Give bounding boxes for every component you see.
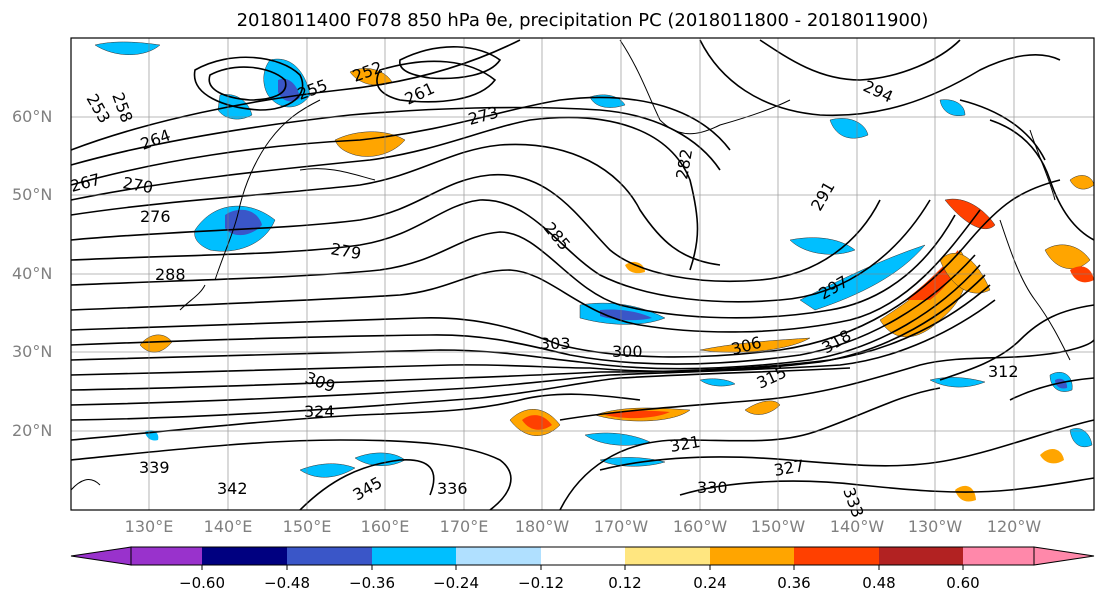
colorbar-tick-label: −0.60 [179,574,225,592]
colorbar-swatch [131,547,202,565]
colorbar-swatch [963,547,1034,565]
lon-label: 140°E [203,517,253,536]
lat-label: 20°N [12,421,53,440]
lon-label: 180°W [514,517,570,536]
map-title: 2018011400 F078 850 hPa θe, precipitatio… [236,10,929,31]
lat-label: 40°N [12,264,53,283]
colorbar [70,546,1095,570]
colorbar-extend-low [70,546,132,566]
contour-label: 339 [139,458,170,477]
colorbar-tick-label: 0.24 [693,574,727,592]
lon-label: 160°W [672,517,728,536]
plot-border [70,37,1095,511]
colorbar-swatch [541,547,625,565]
lon-label: 150°E [282,517,332,536]
colorbar-swatch [710,547,794,565]
coastlines [70,39,1071,491]
precip-negative-fill [94,41,1093,478]
colorbar-extend-high [1033,546,1095,566]
colorbar-swatch [287,547,372,565]
colorbar-swatch [456,547,541,565]
lon-label: 170°E [439,517,489,536]
lon-label: 120°W [986,517,1042,536]
lat-label: 30°N [12,342,53,361]
contour-label: 342 [217,479,248,498]
lon-label: 150°W [750,517,806,536]
colorbar-tick-label: 0.36 [777,574,811,592]
graticule [71,38,1094,510]
theta-e-contours [70,39,1095,511]
contour-label: 288 [155,265,186,284]
colorbar-tick-label: −0.48 [264,574,310,592]
contour-label: 276 [140,207,171,226]
lon-label: 170°W [593,517,649,536]
colorbar-tick-label: 0.12 [608,574,642,592]
colorbar-swatch [625,547,710,565]
colorbar-tick-label: 0.60 [946,574,980,592]
colorbar-swatch [372,547,456,565]
lon-label: 130°E [124,517,174,536]
lon-label: 130°W [907,517,963,536]
lat-label: 60°N [12,107,53,126]
contour-label: 303 [540,334,571,353]
contour-label: 330 [697,478,728,497]
colorbar-tick-label: −0.12 [518,574,564,592]
contour-label: 324 [304,402,335,421]
colorbar-tick-label: 0.48 [862,574,896,592]
colorbar-tick-label: −0.24 [433,574,479,592]
contour-labels: 253 258 255 252 261 273 264 267 270 276 … [68,57,1018,520]
lat-label: 50°N [12,185,53,204]
colorbar-swatch [879,547,963,565]
colorbar-swatch [794,547,879,565]
contour-label: 300 [612,342,643,361]
contour-label: 312 [988,362,1019,381]
colorbar-frame [130,546,1035,566]
lon-label: 140°W [829,517,885,536]
colorbar-swatch [202,547,287,565]
lon-label: 160°E [360,517,410,536]
contour-label: 336 [437,479,468,498]
colorbar-tick-label: −0.36 [349,574,395,592]
